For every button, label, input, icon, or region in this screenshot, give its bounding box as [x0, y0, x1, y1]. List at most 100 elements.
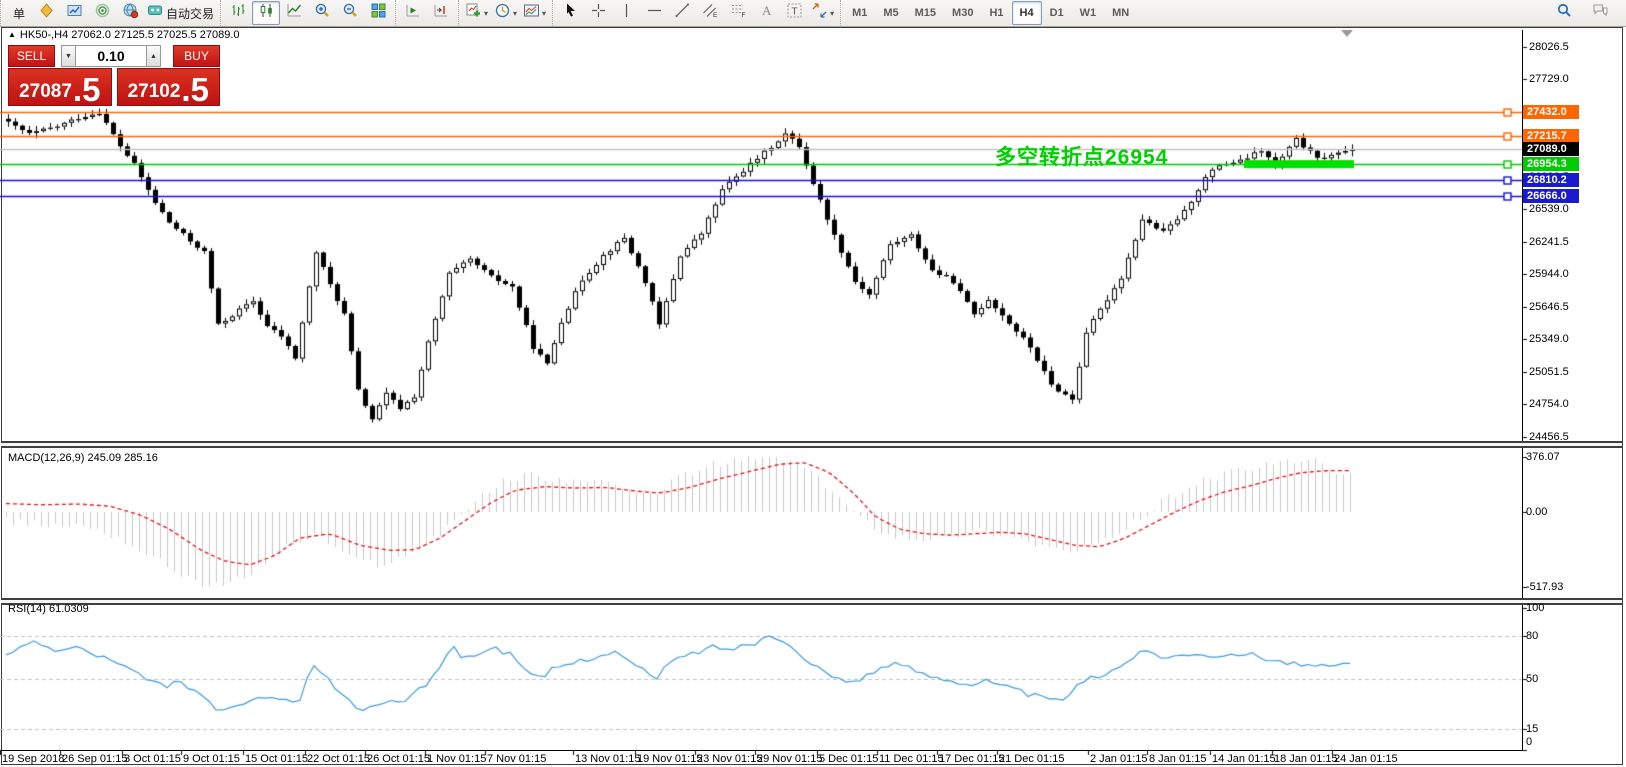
volume-decrease-button[interactable]: ▼: [61, 45, 76, 67]
volume-increase-button[interactable]: ▲: [146, 45, 161, 67]
macd-tick-label: -517.93: [1526, 581, 1564, 594]
toolbar: 单 自动交易 ▾ ▾ ▾ E F A T ▾ M1 M5 M15 M30 H1 H4 D1 W1 MN: [0, 0, 1626, 27]
text-button[interactable]: A: [752, 1, 780, 25]
trade-panel-price-row: 27087 .5 27102 .5: [8, 68, 220, 106]
tile-windows-button[interactable]: [364, 1, 392, 25]
price-tick-label: 24456.5: [1529, 430, 1569, 443]
price-tick-label: 27729.0: [1529, 73, 1569, 86]
arrows-icon: [811, 2, 828, 24]
buy-price-box[interactable]: 27102 .5: [116, 68, 220, 108]
date-label: 24 Jan 01:15: [1334, 753, 1398, 765]
trendline-button[interactable]: [668, 1, 696, 25]
price-tick-label: 25051.5: [1529, 365, 1569, 378]
timeframe-button-W1[interactable]: W1: [1079, 7, 1097, 19]
timeframe-button-M30[interactable]: M30: [952, 7, 974, 19]
date-label: 17 Dec 01:15: [939, 753, 1005, 765]
chart-shift-button[interactable]: [427, 1, 455, 25]
vertical-line-button[interactable]: [612, 1, 640, 25]
crosshair-button[interactable]: [584, 1, 612, 25]
volume-input[interactable]: [76, 45, 146, 67]
chevron-down-icon[interactable]: ▾: [513, 8, 518, 18]
signals-button[interactable]: [88, 1, 116, 25]
rsi-pane-bottom-line: [1, 750, 1522, 751]
equidistant-channel-button[interactable]: E: [696, 1, 724, 25]
vertical-line-icon: [618, 2, 635, 24]
horizontal-line-button[interactable]: [640, 1, 668, 25]
svg-text:T: T: [791, 7, 797, 18]
timeframe-button-M1[interactable]: M1: [852, 7, 868, 19]
svg-text:E: E: [713, 12, 718, 19]
templates-button[interactable]: ▾: [520, 1, 549, 25]
new-order-button-label: 单: [12, 6, 25, 21]
svg-text:F: F: [741, 12, 745, 19]
crosshair-icon: [590, 2, 607, 24]
date-label: 11 Dec 01:15: [879, 753, 944, 765]
pane-separator-rsi[interactable]: [1, 598, 1622, 605]
date-label: 29 Nov 01:15: [757, 753, 823, 765]
history-center-button[interactable]: [60, 1, 88, 25]
sell-button[interactable]: SELL: [8, 45, 55, 67]
chevron-down-icon[interactable]: ▾: [542, 8, 547, 18]
date-label: 3 Oct 01:15: [124, 753, 181, 765]
timeframe-button-M15[interactable]: M15: [914, 7, 937, 19]
buy-button[interactable]: BUY: [173, 45, 220, 67]
buy-price-frac: .5: [181, 70, 209, 108]
level-label-27215.7: 27215.7: [1523, 128, 1579, 143]
date-label: 19 Nov 01:15: [637, 753, 703, 765]
periods-button[interactable]: ▾: [491, 1, 520, 25]
cursor-button[interactable]: [556, 1, 584, 25]
price-tick-label: 25944.0: [1529, 268, 1569, 281]
new-order-button[interactable]: 单: [4, 1, 32, 25]
auto-scroll-button[interactable]: [399, 1, 427, 25]
toolbar-group-timeframes: M1 M5 M15 M30 H1 H4 D1 W1 MN: [840, 0, 1140, 26]
chevron-down-icon[interactable]: ▾: [484, 8, 489, 18]
level-label-26666.0: 26666.0: [1523, 188, 1579, 203]
market-button[interactable]: [116, 1, 144, 25]
trade-panel-top-row: SELL ▼ ▲ BUY: [8, 45, 220, 67]
collapse-icon[interactable]: ▲: [8, 30, 16, 39]
sell-price-box[interactable]: 27087 .5: [8, 68, 112, 106]
candlestick-button[interactable]: [252, 1, 281, 25]
autotrading-button[interactable]: 自动交易: [144, 1, 217, 25]
search-button[interactable]: [1550, 1, 1578, 25]
arrows-button[interactable]: ▾: [808, 1, 837, 25]
toolbar-groups: 单 自动交易 ▾ ▾ ▾ E F A T ▾ M1 M5 M15 M30 H1 H4 D1 W1 MN: [0, 0, 1140, 26]
toolbar-group-trade: 单 自动交易: [0, 0, 220, 26]
date-label: 7 Nov 01:15: [487, 753, 547, 765]
timeframe-button-D1[interactable]: D1: [1049, 7, 1064, 19]
timeframe-button-M5[interactable]: M5: [883, 7, 899, 19]
sell-price-frac: .5: [72, 70, 101, 108]
date-label: 21 Dec 01:15: [999, 753, 1065, 765]
indicators-button[interactable]: ▾: [462, 1, 491, 25]
date-label: 1 Nov 01:15: [427, 753, 487, 765]
toolbar-right: [1550, 1, 1626, 25]
macd-label: MACD(12,26,9) 245.09 285.16: [8, 452, 158, 464]
line-chart-button[interactable]: [280, 1, 308, 25]
fibonacci-button[interactable]: F: [724, 1, 752, 25]
cursor-icon: [562, 2, 579, 24]
text-label-button[interactable]: T: [780, 1, 808, 25]
chat-button[interactable]: [1586, 1, 1614, 25]
timeframe-button-H1[interactable]: H1: [989, 7, 1004, 19]
rsi-tick-label: 80: [1526, 630, 1539, 643]
chart-title-text: HK50-,H4 27062.0 27125.5 27025.5 27089.0: [19, 29, 240, 41]
toolbar-group-insert: ▾ ▾ ▾: [458, 0, 552, 26]
chat-icon: [1592, 2, 1609, 24]
zoom-out-button[interactable]: [336, 1, 364, 25]
zoom-in-icon: [314, 2, 331, 24]
zoom-out-icon: [342, 2, 359, 24]
pane-separator-macd[interactable]: [1, 441, 1622, 448]
channel-icon: E: [702, 2, 719, 24]
text-icon: A: [758, 2, 775, 24]
bar-chart-button[interactable]: [224, 1, 252, 25]
price-tick-label: 28026.5: [1529, 41, 1569, 53]
zoom-in-button[interactable]: [308, 1, 336, 25]
price-tick-label: 26539.0: [1529, 203, 1569, 216]
chevron-down-icon[interactable]: ▾: [830, 8, 835, 18]
timeframe-button-H4[interactable]: H4: [1011, 1, 1042, 25]
autotrading-button-label: 自动交易: [166, 6, 215, 21]
timeframe-button-MN[interactable]: MN: [1112, 7, 1130, 19]
mql-community-button[interactable]: [32, 1, 60, 25]
date-label: 18 Jan 01:15: [1274, 753, 1338, 765]
